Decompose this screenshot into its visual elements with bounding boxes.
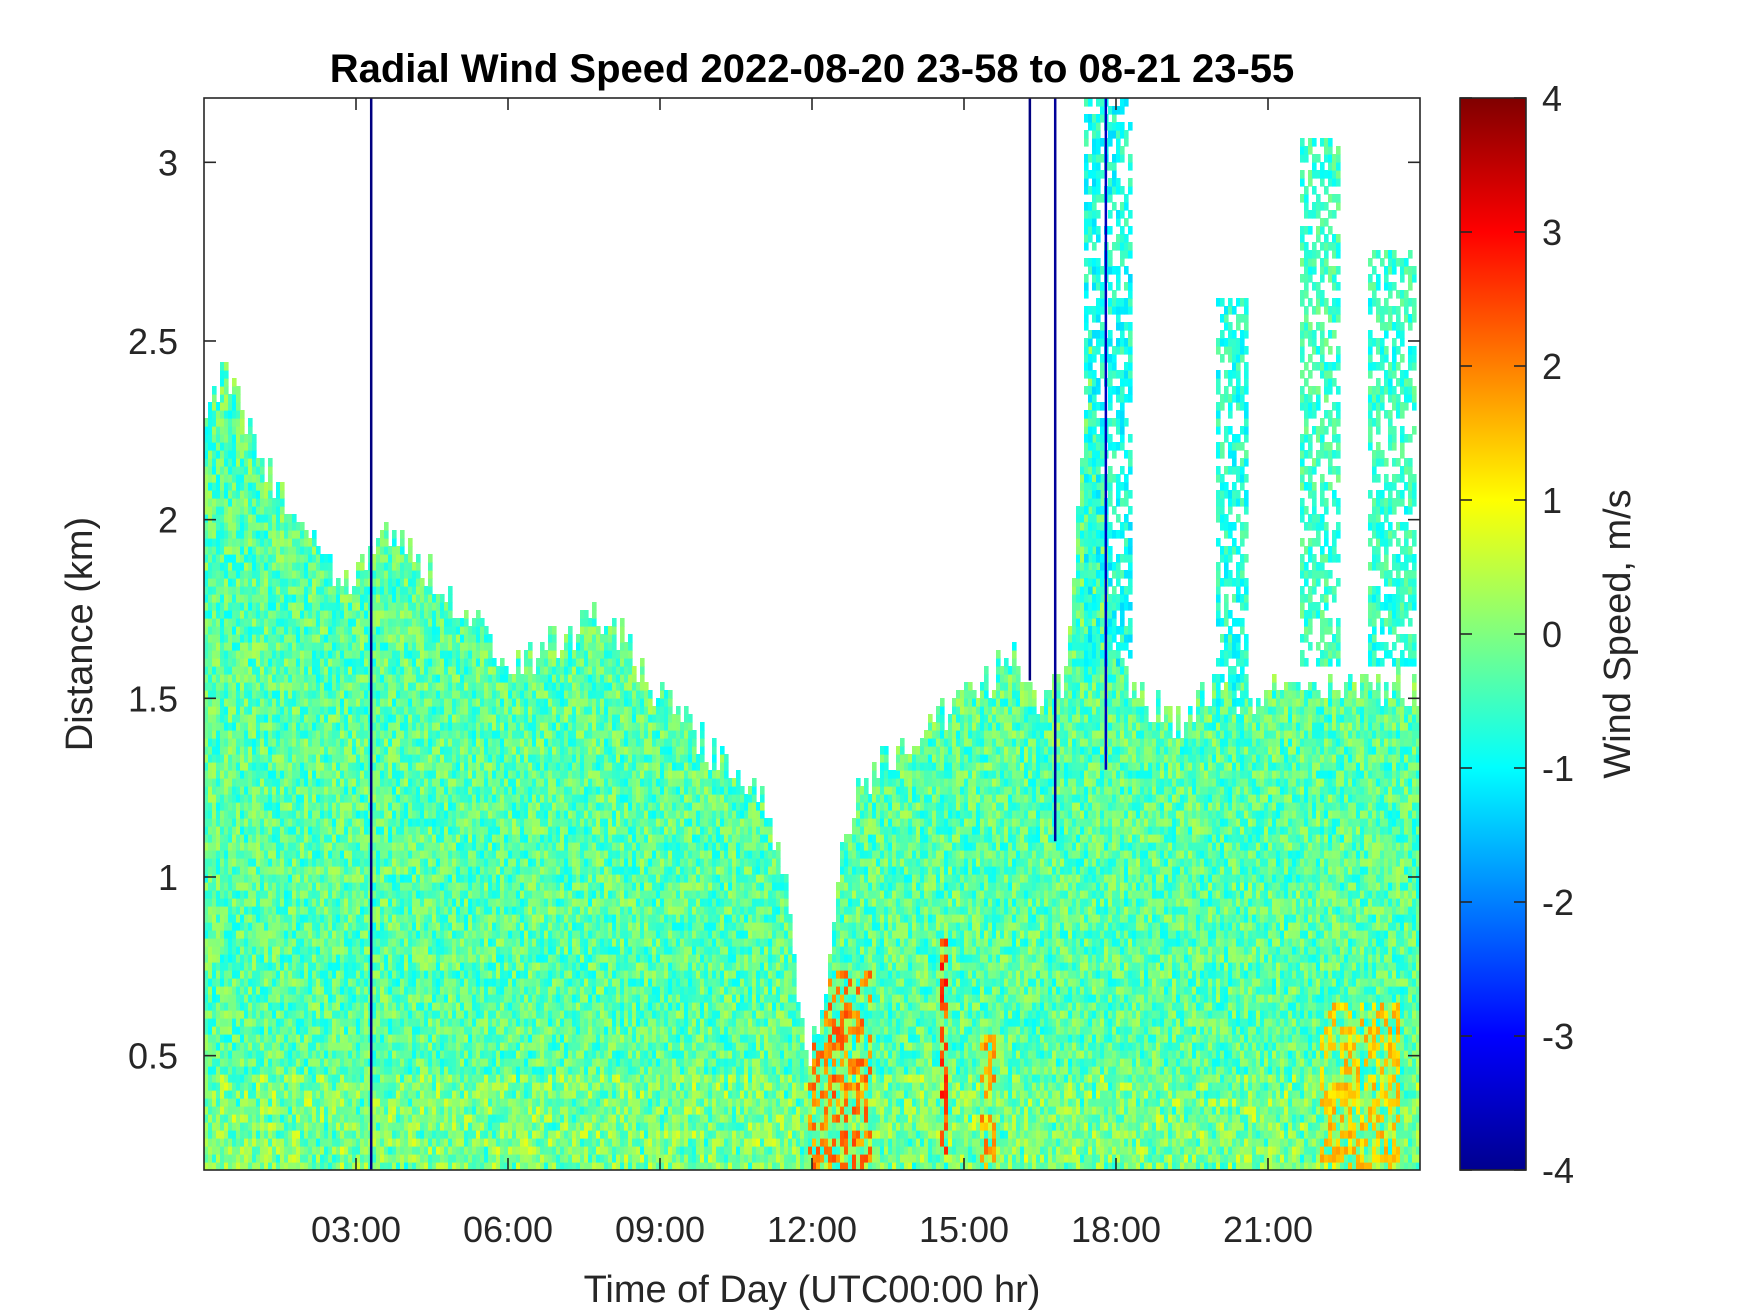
y-axis: 0.5 1 1.5 2 2.5 3 [128,142,1420,1077]
x-tick-label: 15:00 [919,1209,1009,1250]
heatmap-field [204,98,1420,1170]
x-tick-label: 06:00 [463,1209,553,1250]
y-tick-label: 1 [158,857,178,898]
y-tick-label: 2 [158,500,178,541]
x-axis: 03:00 06:00 09:00 12:00 15:00 18:00 21:00 [311,98,1313,1250]
colorbar-tick-label: -3 [1542,1016,1574,1057]
x-tick-label: 12:00 [767,1209,857,1250]
colorbar-tick-label: 2 [1542,346,1562,387]
x-tick-label: 18:00 [1071,1209,1161,1250]
colorbar-tick-label: -2 [1542,882,1574,923]
colorbar-tick-label: 4 [1542,78,1562,119]
colorbar-tick-label: 3 [1542,212,1562,253]
x-tick-label: 03:00 [311,1209,401,1250]
y-tick-label: 3 [158,142,178,183]
colorbar-tick-label: -4 [1542,1150,1574,1191]
colorbar-tick-label: 1 [1542,480,1562,521]
y-tick-label: 1.5 [128,678,178,719]
x-tick-label: 21:00 [1223,1209,1313,1250]
x-axis-label: Time of Day (UTC00:00 hr) [584,1269,1041,1311]
chart-title: Radial Wind Speed 2022-08-20 23-58 to 08… [330,47,1295,91]
y-tick-label: 0.5 [128,1036,178,1077]
x-tick-label: 09:00 [615,1209,705,1250]
colorbar-tick-label: 0 [1542,614,1562,655]
colorbar-ticks: -4 -3 -2 -1 0 1 2 3 4 [1460,78,1574,1191]
colorbar-label: Wind Speed, m/s [1597,489,1639,778]
colorbar-tick-label: -1 [1542,748,1574,789]
y-tick-label: 2.5 [128,321,178,362]
y-axis-label: Distance (km) [59,517,101,751]
